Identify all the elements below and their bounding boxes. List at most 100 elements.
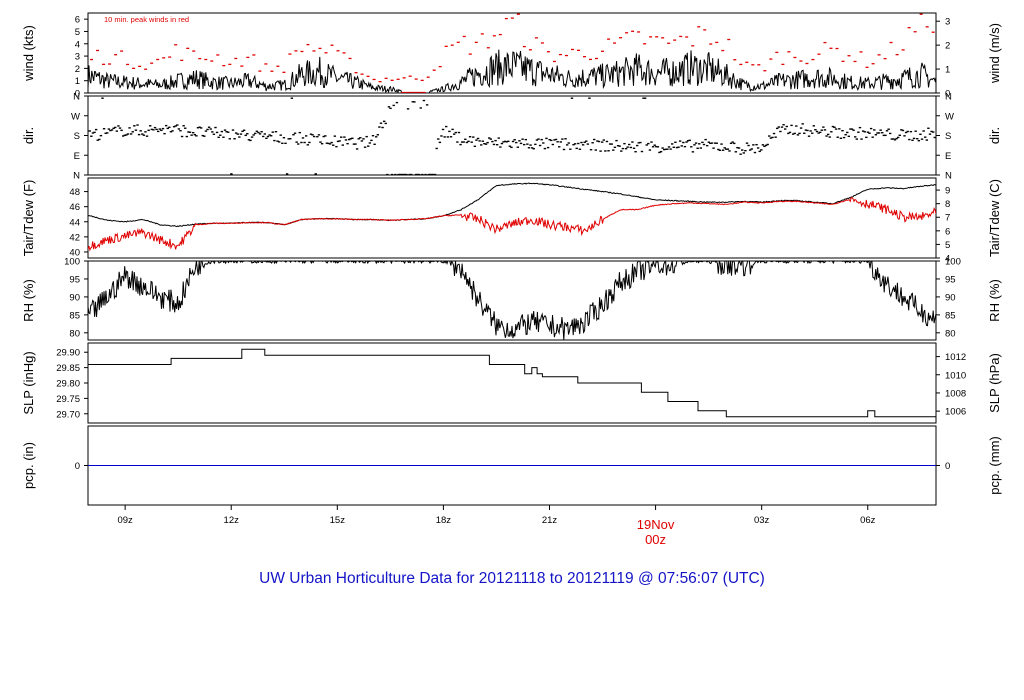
slp-left-axis-title: SLP (inHg) — [21, 351, 36, 414]
pressure-line — [88, 348, 936, 418]
x-axis-tick-label: 18z — [436, 515, 452, 526]
chart-title: UW Urban Horticulture Data for 20121118 … — [259, 570, 765, 587]
dir-left-tick-label: N — [73, 92, 80, 103]
dir-left-axis-title: dir. — [21, 127, 36, 144]
x-axis-tick-label: 12z — [224, 515, 240, 526]
temp-right-tick-label: 6 — [945, 226, 950, 237]
temp-left-tick-label: 44 — [69, 217, 80, 228]
rh-right-tick-label: 95 — [945, 274, 956, 285]
wind-right-axis-title: wind (m/s) — [987, 23, 1002, 84]
pcp-right-tick-label: 0 — [945, 461, 950, 472]
dir-frame — [87, 95, 937, 176]
rh-frame — [87, 260, 937, 341]
slp-right-tick-label: 1010 — [945, 370, 966, 381]
panel-slp: 29.70 29.75 29.80 29.85 29.90 1006 1008 1010 101… — [21, 342, 1002, 424]
dir-left-tick-label: W — [71, 111, 80, 122]
x-axis-date-hour-label: 00z — [645, 532, 666, 547]
slp-left-tick-label: 29.90 — [56, 348, 80, 359]
wind-plot-area — [88, 13, 936, 93]
slp-right-tick-label: 1006 — [945, 407, 966, 418]
dir-left-tick-label: E — [74, 151, 80, 162]
wind-right-tick-label: 1 — [945, 65, 950, 76]
dir-right-tick-label: W — [945, 111, 954, 122]
wind-left-tick-label: 1 — [75, 76, 80, 87]
wind-left-tick-label: 3 — [75, 52, 80, 63]
temp-left-tick-label: 46 — [69, 202, 80, 213]
temp-plot-area — [88, 182, 936, 252]
temp-right-axis-title: Tair/Tdew (C) — [987, 179, 1002, 257]
dir-left-tick-label: N — [73, 171, 80, 182]
temp-left-tick-label: 48 — [69, 187, 80, 198]
rh-right-tick-label: 90 — [945, 292, 956, 303]
slp-right-tick-label: 1008 — [945, 388, 966, 399]
slp-left-tick-label: 29.85 — [56, 363, 80, 374]
rh-right-tick-label: 85 — [945, 310, 956, 321]
rh-left-tick-label: 95 — [69, 274, 80, 285]
x-axis-date-label: 19Nov — [637, 517, 675, 532]
panel-pcp: 0 0 pcp. (in) pcp. (mm) — [21, 425, 1002, 506]
wind-right-tick-label: 0 — [945, 89, 950, 100]
wind-right-tick-label: 2 — [945, 41, 950, 52]
pcp-left-axis-title: pcp. (in) — [21, 442, 36, 489]
wind-left-tick-label: 4 — [75, 39, 80, 50]
temp-left-tick-label: 40 — [69, 247, 80, 258]
dir-right-tick-label: S — [945, 131, 951, 142]
x-axis-tick-label: 15z — [330, 515, 346, 526]
dir-right-tick-label: N — [945, 171, 952, 182]
dir-left-tick-label: S — [74, 131, 80, 142]
slp-right-axis-title: SLP (hPa) — [987, 353, 1002, 413]
panel-temp: 40 42 44 46 48 4 5 6 7 8 9 Tair/Tdew (F) Tair/Tdew (… — [21, 177, 1002, 265]
temp-left-tick-label: 42 — [69, 232, 80, 243]
slp-right-tick-label: 1012 — [945, 352, 966, 363]
panel-rh: 80 85 90 95 100 80 85 90 95 100 RH (%) RH (%) — [21, 257, 1002, 341]
dir-right-tick-label: E — [945, 151, 951, 162]
air-temperature-line — [88, 182, 936, 228]
rh-left-tick-label: 100 — [64, 257, 80, 268]
rh-right-tick-label: 80 — [945, 328, 956, 339]
dir-right-tick-label: N — [945, 92, 952, 103]
temp-right-tick-label: 5 — [945, 240, 950, 251]
temp-right-tick-label: 7 — [945, 213, 950, 224]
wind-right-tick-label: 3 — [945, 17, 950, 28]
slp-left-tick-label: 29.80 — [56, 379, 80, 390]
temp-frame — [87, 177, 937, 259]
slp-plot-area — [88, 348, 936, 418]
wind-speed-line — [88, 49, 936, 93]
wind-left-tick-label: 0 — [75, 89, 80, 100]
x-axis-tick-label: 06z — [860, 515, 876, 526]
temp-right-tick-label: 4 — [945, 254, 950, 265]
wind-left-axis-title: wind (kts) — [21, 25, 36, 82]
rh-left-tick-label: 80 — [69, 328, 80, 339]
slp-left-tick-label: 29.70 — [56, 409, 80, 420]
x-axis-tick-label: 09z — [117, 515, 133, 526]
wind-left-tick-label: 5 — [75, 27, 80, 38]
relative-humidity-line — [88, 261, 936, 340]
temp-right-tick-label: 8 — [945, 199, 950, 210]
temp-left-axis-title: Tair/Tdew (F) — [21, 180, 36, 257]
wind-left-tick-label: 2 — [75, 64, 80, 75]
slp-left-tick-label: 29.75 — [56, 394, 80, 405]
rh-left-axis-title: RH (%) — [21, 279, 36, 322]
wind-frame — [87, 12, 937, 94]
wind-left-tick-label: 6 — [75, 15, 80, 26]
rh-right-axis-title: RH (%) — [987, 279, 1002, 322]
rh-left-tick-label: 85 — [69, 310, 80, 321]
rh-plot-area — [88, 261, 936, 340]
x-axis-tick-label: 21z — [542, 515, 558, 526]
dir-plot-area — [88, 97, 936, 175]
wind-annotation: 10 min. peak winds in red — [104, 15, 189, 24]
dir-right-axis-title: dir. — [987, 127, 1002, 144]
pcp-right-axis-title: pcp. (mm) — [987, 436, 1002, 495]
rh-right-tick-label: 100 — [945, 257, 961, 268]
x-axis-tick-label: 03z — [754, 515, 770, 526]
dewpoint-line — [88, 196, 936, 252]
temp-right-tick-label: 9 — [945, 186, 950, 197]
pcp-left-tick-label: 0 — [75, 461, 80, 472]
slp-frame — [87, 342, 937, 424]
rh-left-tick-label: 90 — [69, 292, 80, 303]
